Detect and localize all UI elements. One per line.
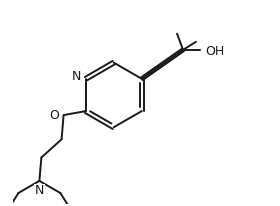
Text: OH: OH — [205, 45, 225, 58]
Text: N: N — [35, 184, 44, 197]
Text: O: O — [50, 109, 60, 122]
Text: N: N — [72, 70, 81, 83]
